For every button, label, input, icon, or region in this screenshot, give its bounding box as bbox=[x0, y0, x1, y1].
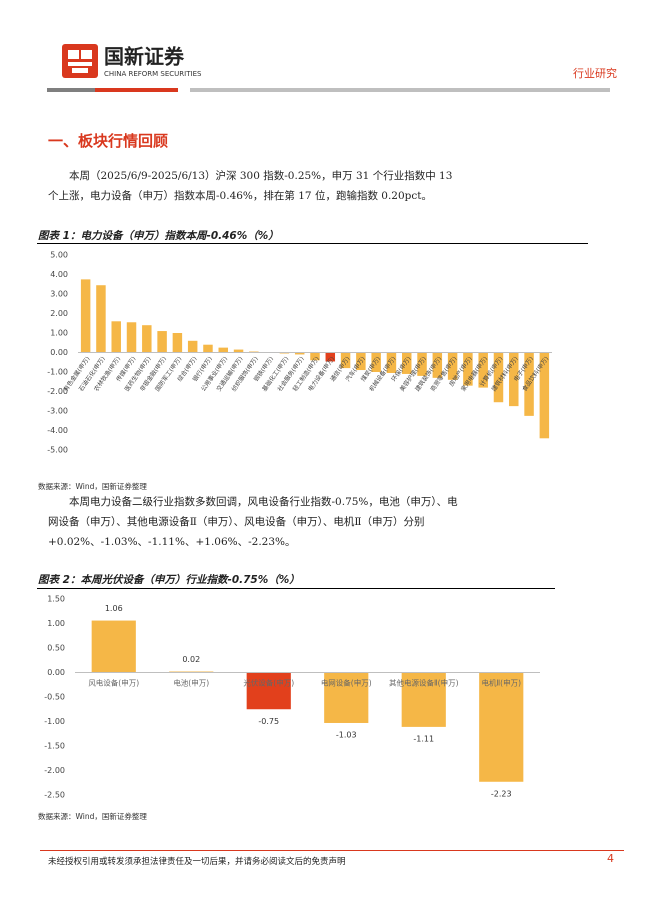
bar bbox=[111, 321, 121, 353]
bar bbox=[310, 352, 320, 361]
header: 国新证券 CHINA REFORM SECURITIES 行业研究 bbox=[47, 44, 617, 92]
y-tick-label: 1.50 bbox=[47, 595, 65, 604]
bar bbox=[386, 352, 397, 373]
rule bbox=[37, 588, 555, 589]
y-tick-label: -2.00 bbox=[47, 387, 68, 396]
y-tick-label: -1.00 bbox=[47, 368, 68, 377]
x-tick-label: 风电设备(申万) bbox=[88, 678, 139, 688]
logo-glyph bbox=[68, 50, 79, 59]
footer-rule bbox=[40, 850, 624, 851]
y-tick-label: 4.00 bbox=[50, 270, 68, 279]
logo-text: 国新证券 bbox=[104, 45, 185, 69]
y-tick-label: 2.00 bbox=[50, 309, 68, 318]
bar bbox=[80, 279, 91, 353]
chart: 1.50 1.00 0.50 0.00 -0.50 -1.00 -1.50 -2.00 -2.5… bbox=[44, 595, 540, 800]
paragraph: 本周电力设备二级行业指数多数回调，风电设备行业指数-0.75%，电池（申万）、电… bbox=[48, 496, 458, 548]
chart: 5.00 4.00 3.00 2.00 1.00 0.00 -1.00 -2.00 -3.00 -… bbox=[47, 251, 552, 455]
value-label: -1.03 bbox=[336, 730, 357, 739]
logo-glyph bbox=[81, 50, 92, 59]
logo-glyph bbox=[72, 68, 88, 73]
x-tick-label: 其他电源设备Ⅱ(申万) bbox=[389, 678, 459, 688]
y-tick-label: 0.50 bbox=[47, 644, 65, 653]
bar bbox=[294, 352, 305, 355]
x-tick-label: 光伏设备(申万) bbox=[243, 678, 294, 688]
figure-source: 数据来源：Wind，国新证券整理 bbox=[38, 812, 147, 821]
value-label: 1.06 bbox=[105, 604, 123, 613]
header-bar bbox=[47, 88, 95, 92]
bar bbox=[91, 620, 136, 673]
bar bbox=[246, 672, 291, 710]
y-tick-label: -4.00 bbox=[47, 426, 68, 435]
y-tick-label: 0.00 bbox=[47, 668, 65, 677]
bar bbox=[371, 352, 381, 372]
logo-subtext: CHINA REFORM SECURITIES bbox=[104, 70, 202, 78]
bar bbox=[524, 352, 534, 416]
page-number: 4 bbox=[607, 852, 614, 865]
bar bbox=[509, 352, 519, 407]
bar bbox=[539, 352, 550, 439]
value-label: -1.11 bbox=[413, 734, 434, 743]
bar bbox=[447, 352, 458, 380]
header-bar bbox=[190, 88, 610, 92]
bar bbox=[463, 352, 473, 386]
logo-glyph bbox=[68, 62, 92, 66]
figure-title: 图表 2：本周光伏设备（申万）行业指数-0.75%（%） bbox=[38, 574, 300, 586]
bar bbox=[126, 322, 137, 353]
y-tick-label: 5.00 bbox=[50, 251, 68, 260]
bar bbox=[172, 333, 183, 353]
bar bbox=[479, 672, 524, 782]
y-tick-label: 3.00 bbox=[50, 290, 68, 299]
bar bbox=[402, 352, 412, 374]
bar bbox=[325, 352, 336, 362]
figure-source: 数据来源：Wind，国新证券整理 bbox=[38, 482, 147, 491]
y-tick-label: 1.00 bbox=[47, 619, 65, 628]
bar bbox=[324, 672, 369, 723]
y-tick-label: -2.50 bbox=[44, 791, 65, 800]
bar bbox=[96, 285, 106, 353]
x-tick-label: 电机Ⅱ(申万) bbox=[481, 678, 521, 688]
rule bbox=[37, 243, 588, 244]
x-tick-label: 电网设备(申万) bbox=[321, 678, 372, 688]
bar bbox=[478, 352, 488, 388]
y-tick-label: -2.00 bbox=[44, 766, 65, 775]
bar bbox=[142, 325, 152, 353]
bar bbox=[233, 349, 244, 353]
bar bbox=[432, 352, 443, 378]
y-tick-label: 0.00 bbox=[50, 348, 68, 357]
x-tick-label: 电池(申万) bbox=[173, 678, 209, 688]
figure-title: 图表 1：电力设备（申万）指数本周-0.46%（%） bbox=[38, 230, 279, 242]
value-label: 0.02 bbox=[182, 655, 200, 664]
y-tick-label: -5.00 bbox=[47, 446, 68, 455]
header-tag: 行业研究 bbox=[573, 66, 617, 80]
bar bbox=[203, 344, 213, 353]
section-title: 一、板块行情回顾 bbox=[48, 132, 169, 150]
bar bbox=[218, 347, 228, 353]
header-bar bbox=[95, 88, 178, 92]
y-tick-label: -3.00 bbox=[47, 407, 68, 416]
bar bbox=[493, 352, 504, 403]
y-tick-label: -1.50 bbox=[44, 742, 65, 751]
value-label: -2.23 bbox=[491, 789, 512, 798]
y-tick-label: 1.00 bbox=[50, 329, 68, 338]
bar bbox=[401, 672, 446, 727]
bar bbox=[157, 331, 167, 353]
y-tick-label: -1.00 bbox=[44, 717, 65, 726]
value-label: -0.75 bbox=[258, 717, 279, 726]
bar bbox=[417, 352, 427, 376]
bar bbox=[187, 340, 198, 353]
y-tick-label: -0.50 bbox=[44, 693, 65, 702]
bar bbox=[356, 352, 366, 371]
bar bbox=[340, 352, 351, 369]
footer-disclaimer: 未经授权引用或转发须承担法律责任及一切后果，并请务必阅读文后的免责声明 bbox=[48, 857, 346, 867]
paragraph: 本周（2025/6/9-2025/6/13）沪深 300 指数-0.25%，申万… bbox=[48, 170, 453, 202]
